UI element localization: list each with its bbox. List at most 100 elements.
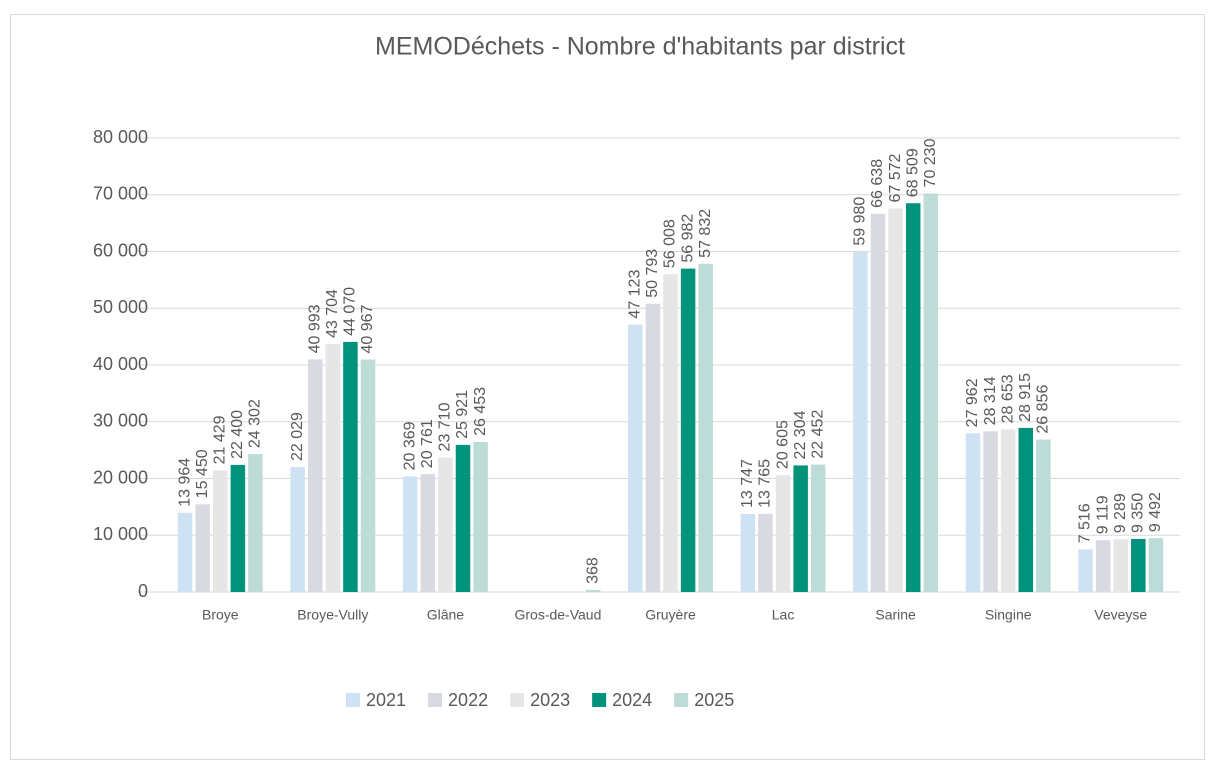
bar (438, 457, 453, 592)
value-label: 28 314 (982, 376, 999, 425)
legend-label: 2025 (694, 690, 734, 710)
value-label: 25 921 (454, 390, 471, 439)
bar (455, 444, 471, 592)
legend-label: 2023 (530, 690, 570, 710)
legend-swatch (510, 693, 525, 707)
x-tick-label: Glâne (427, 607, 465, 623)
value-label: 7 516 (1077, 503, 1094, 543)
value-label: 13 765 (757, 459, 774, 508)
y-tick-label: 60 000 (93, 240, 148, 260)
bar (473, 441, 488, 592)
bar (325, 343, 341, 592)
bar (758, 513, 773, 592)
bar (628, 324, 643, 592)
bar (680, 268, 696, 592)
x-tick-label: Lac (772, 607, 795, 623)
y-tick-label: 10 000 (93, 524, 148, 544)
bar (811, 464, 826, 592)
value-label: 20 605 (774, 420, 791, 469)
x-tick-label: Broye-Vully (297, 607, 368, 623)
value-label: 20 761 (419, 419, 436, 468)
value-label: 13 964 (176, 458, 193, 507)
bar (420, 474, 436, 592)
value-label: 26 453 (472, 387, 489, 436)
value-label: 22 029 (289, 412, 306, 461)
value-label: 20 369 (401, 421, 418, 470)
value-label: 68 509 (904, 148, 921, 197)
bar (905, 203, 921, 592)
legend-swatch (428, 693, 443, 707)
value-label: 27 962 (964, 378, 981, 427)
bar (1148, 538, 1164, 592)
x-tick-label: Gros-de-Vaud (514, 607, 601, 623)
value-label: 22 304 (792, 410, 809, 459)
legend-label: 2022 (448, 690, 488, 710)
bar (1095, 540, 1111, 592)
value-label: 70 230 (922, 138, 939, 187)
value-label: 9 350 (1130, 493, 1147, 533)
y-tick-label: 30 000 (93, 411, 148, 431)
x-tick-label: Sarine (875, 607, 916, 623)
value-label: 28 653 (999, 374, 1016, 423)
bar (1036, 439, 1051, 592)
bar (870, 213, 886, 592)
bar (965, 433, 981, 592)
value-label: 9 289 (1112, 493, 1129, 533)
bar (740, 513, 756, 592)
bar (290, 466, 305, 592)
bar (1018, 427, 1034, 592)
value-label: 47 123 (627, 270, 644, 319)
value-label: 22 452 (809, 410, 826, 459)
y-tick-label: 40 000 (93, 354, 148, 374)
bar (402, 476, 418, 592)
value-label: 9 492 (1147, 492, 1164, 532)
value-label: 23 710 (437, 402, 454, 451)
bar (1131, 538, 1146, 592)
value-label: 26 856 (1035, 385, 1052, 434)
y-tick-label: 50 000 (93, 297, 148, 317)
bar (663, 274, 678, 592)
legend-label: 2024 (612, 690, 652, 710)
bar (983, 431, 998, 592)
bar (248, 454, 263, 592)
bar (213, 470, 228, 592)
bar (307, 359, 323, 592)
x-tick-label: Gruyère (645, 607, 696, 623)
bar (1113, 539, 1128, 592)
bar (888, 208, 903, 592)
chart-border (10, 14, 1205, 760)
bar (853, 251, 868, 592)
value-label: 368 (584, 557, 601, 584)
value-label: 56 982 (679, 214, 696, 263)
bar (923, 193, 939, 592)
y-tick-label: 20 000 (93, 467, 148, 487)
value-label: 50 793 (644, 249, 661, 298)
value-label: 40 967 (359, 304, 376, 353)
value-label: 15 450 (194, 449, 211, 498)
bar (645, 303, 661, 592)
value-label: 43 704 (324, 289, 341, 338)
value-label: 40 993 (306, 304, 323, 353)
value-label: 57 832 (697, 209, 714, 258)
value-label: 13 747 (739, 459, 756, 508)
x-tick-label: Veveyse (1094, 607, 1147, 623)
value-label: 9 119 (1094, 495, 1111, 534)
legend-swatch (592, 693, 607, 707)
value-label: 22 400 (229, 410, 246, 459)
value-label: 56 008 (662, 219, 679, 268)
value-label: 24 302 (247, 399, 264, 448)
bar (775, 475, 791, 592)
value-label: 44 070 (342, 287, 359, 336)
legend-swatch (346, 693, 360, 707)
legend-swatch (674, 693, 689, 707)
y-tick-label: 0 (138, 581, 148, 601)
chart-title: MEMODéchets - Nombre d'habitants par dis… (375, 33, 905, 61)
x-tick-label: Singine (985, 607, 1032, 623)
bar (195, 504, 210, 592)
bar (585, 589, 601, 592)
value-label: 59 980 (852, 197, 869, 246)
bar (698, 263, 713, 592)
bar (230, 464, 246, 592)
bar (1078, 549, 1093, 592)
bar (793, 465, 808, 592)
